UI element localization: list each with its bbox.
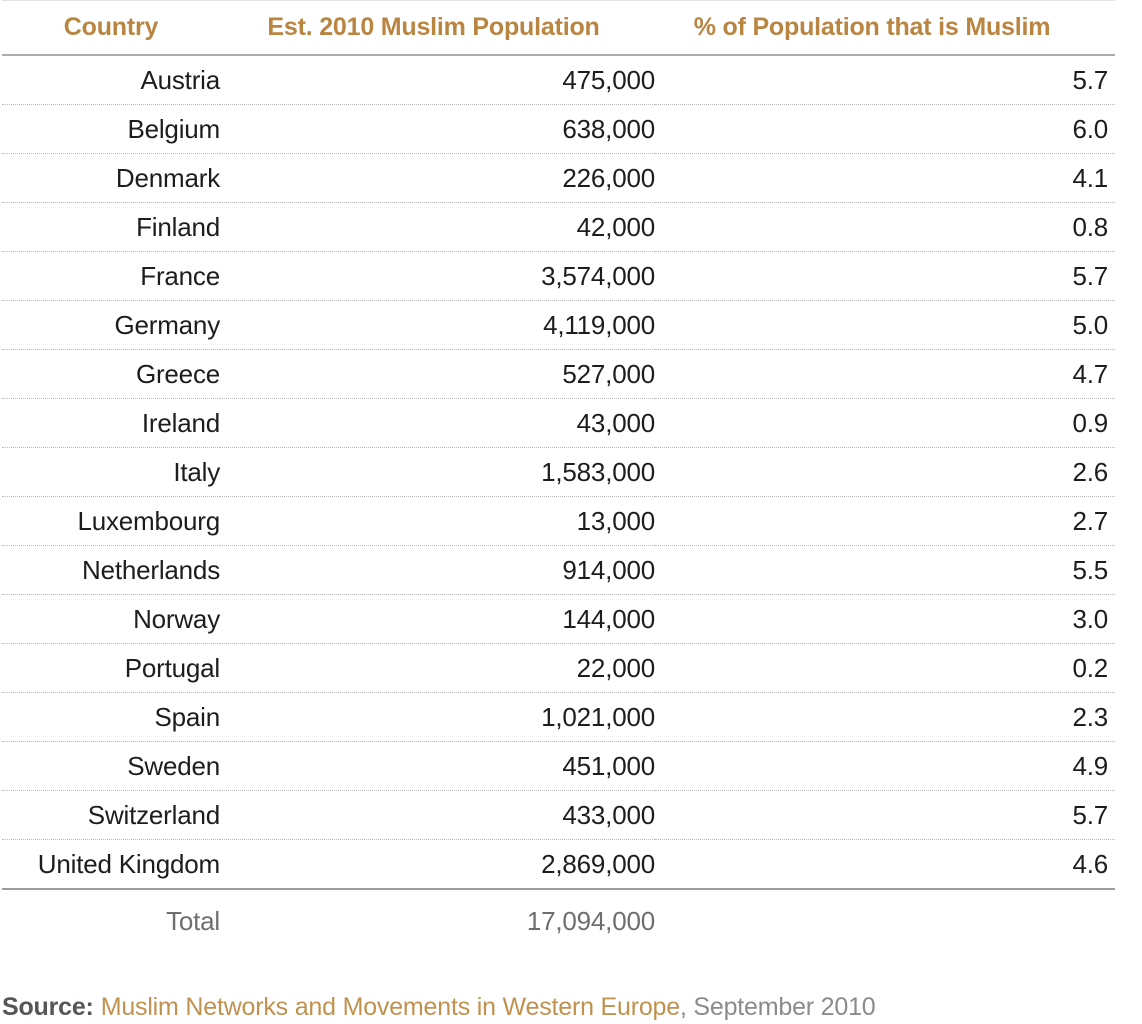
percent-cell: 2.7 (655, 496, 1115, 546)
header-row: Country Est. 2010 Muslim Population % of… (2, 0, 1115, 56)
population-cell: 43,000 (220, 398, 655, 448)
percent-cell: 4.7 (655, 349, 1115, 399)
country-cell: Finland (2, 202, 220, 252)
column-header-country: Country (2, 0, 220, 56)
table-row: Spain 1,021,000 2.3 (2, 692, 1115, 742)
data-table: Country Est. 2010 Muslim Population % of… (2, 0, 1115, 952)
percent-cell: 4.9 (655, 741, 1115, 791)
country-cell: Belgium (2, 104, 220, 154)
country-cell: Netherlands (2, 545, 220, 595)
country-cell: Austria (2, 55, 220, 105)
table-row: Austria 475,000 5.7 (2, 55, 1115, 105)
population-cell: 144,000 (220, 594, 655, 644)
percent-cell: 5.5 (655, 545, 1115, 595)
source-link[interactable]: Muslim Networks and Movements in Western… (100, 993, 680, 1021)
table-row: Italy 1,583,000 2.6 (2, 447, 1115, 497)
population-cell: 638,000 (220, 104, 655, 154)
table-row: Portugal 22,000 0.2 (2, 643, 1115, 693)
country-cell: Spain (2, 692, 220, 742)
population-cell: 3,574,000 (220, 251, 655, 301)
population-cell: 527,000 (220, 349, 655, 399)
population-cell: 1,583,000 (220, 447, 655, 497)
percent-cell: 0.8 (655, 202, 1115, 252)
percent-cell: 5.7 (655, 251, 1115, 301)
country-cell: France (2, 251, 220, 301)
population-cell: 42,000 (220, 202, 655, 252)
source-line: Source: Muslim Networks and Movements in … (2, 992, 1142, 1022)
population-cell: 13,000 (220, 496, 655, 546)
table-row: Denmark 226,000 4.1 (2, 153, 1115, 203)
country-cell: Sweden (2, 741, 220, 791)
country-cell: Portugal (2, 643, 220, 693)
country-cell: Germany (2, 300, 220, 350)
population-cell: 22,000 (220, 643, 655, 693)
source-label: Source: (2, 993, 94, 1021)
percent-cell: 0.9 (655, 398, 1115, 448)
percent-cell: 5.0 (655, 300, 1115, 350)
column-header-population: Est. 2010 Muslim Population (220, 0, 655, 56)
percent-cell: 2.6 (655, 447, 1115, 497)
source-date: , September 2010 (679, 993, 876, 1021)
population-cell: 914,000 (220, 545, 655, 595)
percent-cell: 6.0 (655, 104, 1115, 154)
table-row: Norway 144,000 3.0 (2, 594, 1115, 644)
country-cell: United Kingdom (2, 839, 220, 890)
total-population-value: 17,094,000 (526, 905, 655, 936)
table-row: Netherlands 914,000 5.5 (2, 545, 1115, 595)
table-row: France 3,574,000 5.7 (2, 251, 1115, 301)
table-row: Germany 4,119,000 5.0 (2, 300, 1115, 350)
population-cell: 2,869,000 (220, 839, 655, 890)
percent-cell: 4.1 (655, 153, 1115, 203)
table-row: Luxembourg 13,000 2.7 (2, 496, 1115, 546)
total-label: Total (166, 905, 220, 936)
table-row: Belgium 638,000 6.0 (2, 104, 1115, 154)
percent-cell: 4.6 (655, 839, 1115, 890)
percent-cell: 5.7 (655, 790, 1115, 840)
country-cell: Switzerland (2, 790, 220, 840)
total-row: Total 17,094,000 (2, 889, 1115, 952)
table-row: Greece 527,000 4.7 (2, 349, 1115, 399)
table-body: Austria 475,000 5.7 Belgium 638,000 6.0 … (2, 55, 1115, 890)
country-cell: Italy (2, 447, 220, 497)
percent-cell: 2.3 (655, 692, 1115, 742)
population-cell: 4,119,000 (220, 300, 655, 350)
country-cell: Greece (2, 349, 220, 399)
table-row: United Kingdom 2,869,000 4.6 (2, 839, 1115, 890)
population-cell: 1,021,000 (220, 692, 655, 742)
column-header-percent: % of Population that is Muslim (655, 0, 1115, 56)
country-cell: Norway (2, 594, 220, 644)
population-cell: 475,000 (220, 55, 655, 105)
table-row: Switzerland 433,000 5.7 (2, 790, 1115, 840)
population-cell: 451,000 (220, 741, 655, 791)
percent-cell: 5.7 (655, 55, 1115, 105)
percent-cell: 3.0 (655, 594, 1115, 644)
population-cell: 226,000 (220, 153, 655, 203)
percent-cell: 0.2 (655, 643, 1115, 693)
table-row: Finland 42,000 0.8 (2, 202, 1115, 252)
table-row: Sweden 451,000 4.9 (2, 741, 1115, 791)
table-row: Ireland 43,000 0.9 (2, 398, 1115, 448)
country-cell: Denmark (2, 153, 220, 203)
population-cell: 433,000 (220, 790, 655, 840)
country-cell: Ireland (2, 398, 220, 448)
total-percent-empty (655, 889, 1115, 952)
country-cell: Luxembourg (2, 496, 220, 546)
